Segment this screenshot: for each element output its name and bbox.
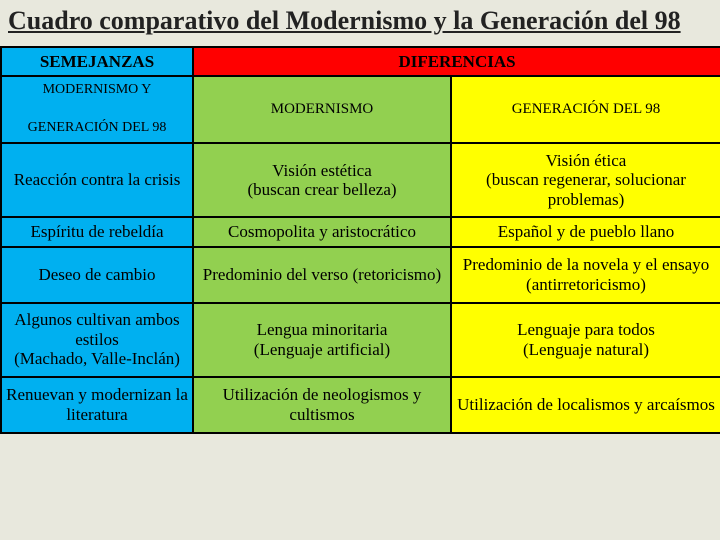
- subheader-mid: MODERNISMO: [193, 76, 451, 143]
- header-diferencias: DIFERENCIAS: [193, 47, 720, 77]
- cell-modernismo: Utilización de neologismos y cultismos: [193, 377, 451, 433]
- header-semejanzas: SEMEJANZAS: [1, 47, 193, 77]
- cell-semejanza: Renuevan y modernizan la literatura: [1, 377, 193, 433]
- subheader-right: GENERACIÓN DEL 98: [451, 76, 720, 143]
- table-row: Renuevan y modernizan la literatura Util…: [1, 377, 720, 433]
- cell-generacion98: Visión ética(buscan regenerar, soluciona…: [451, 143, 720, 217]
- cell-modernismo: Predominio del verso (retoricismo): [193, 247, 451, 303]
- table-row: Reacción contra la crisis Visión estétic…: [1, 143, 720, 217]
- cell-semejanza: Algunos cultivan ambos estilos(Machado, …: [1, 303, 193, 377]
- subheader-left-line1: MODERNISMO Y: [43, 82, 152, 97]
- comparison-table: SEMEJANZAS DIFERENCIAS MODERNISMO Y GENE…: [0, 46, 720, 434]
- table-row: Espíritu de rebeldía Cosmopolita y arist…: [1, 217, 720, 247]
- cell-generacion98: Lenguaje para todos(Lenguaje natural): [451, 303, 720, 377]
- subheader-left: MODERNISMO Y GENERACIÓN DEL 98: [1, 76, 193, 143]
- cell-generacion98: Predominio de la novela y el ensayo (ant…: [451, 247, 720, 303]
- table-row: Deseo de cambio Predominio del verso (re…: [1, 247, 720, 303]
- table-subheader-row: MODERNISMO Y GENERACIÓN DEL 98 MODERNISM…: [1, 76, 720, 143]
- cell-modernismo: Visión estética(buscan crear belleza): [193, 143, 451, 217]
- table-row: Algunos cultivan ambos estilos(Machado, …: [1, 303, 720, 377]
- cell-semejanza: Reacción contra la crisis: [1, 143, 193, 217]
- cell-generacion98: Español y de pueblo llano: [451, 217, 720, 247]
- subheader-left-line2: GENERACIÓN DEL 98: [28, 120, 167, 135]
- cell-modernismo: Cosmopolita y aristocrático: [193, 217, 451, 247]
- page-title: Cuadro comparativo del Modernismo y la G…: [0, 0, 720, 46]
- table-header-row: SEMEJANZAS DIFERENCIAS: [1, 47, 720, 77]
- cell-generacion98: Utilización de localismos y arcaísmos: [451, 377, 720, 433]
- cell-semejanza: Deseo de cambio: [1, 247, 193, 303]
- cell-semejanza: Espíritu de rebeldía: [1, 217, 193, 247]
- cell-modernismo: Lengua minoritaria(Lenguaje artificial): [193, 303, 451, 377]
